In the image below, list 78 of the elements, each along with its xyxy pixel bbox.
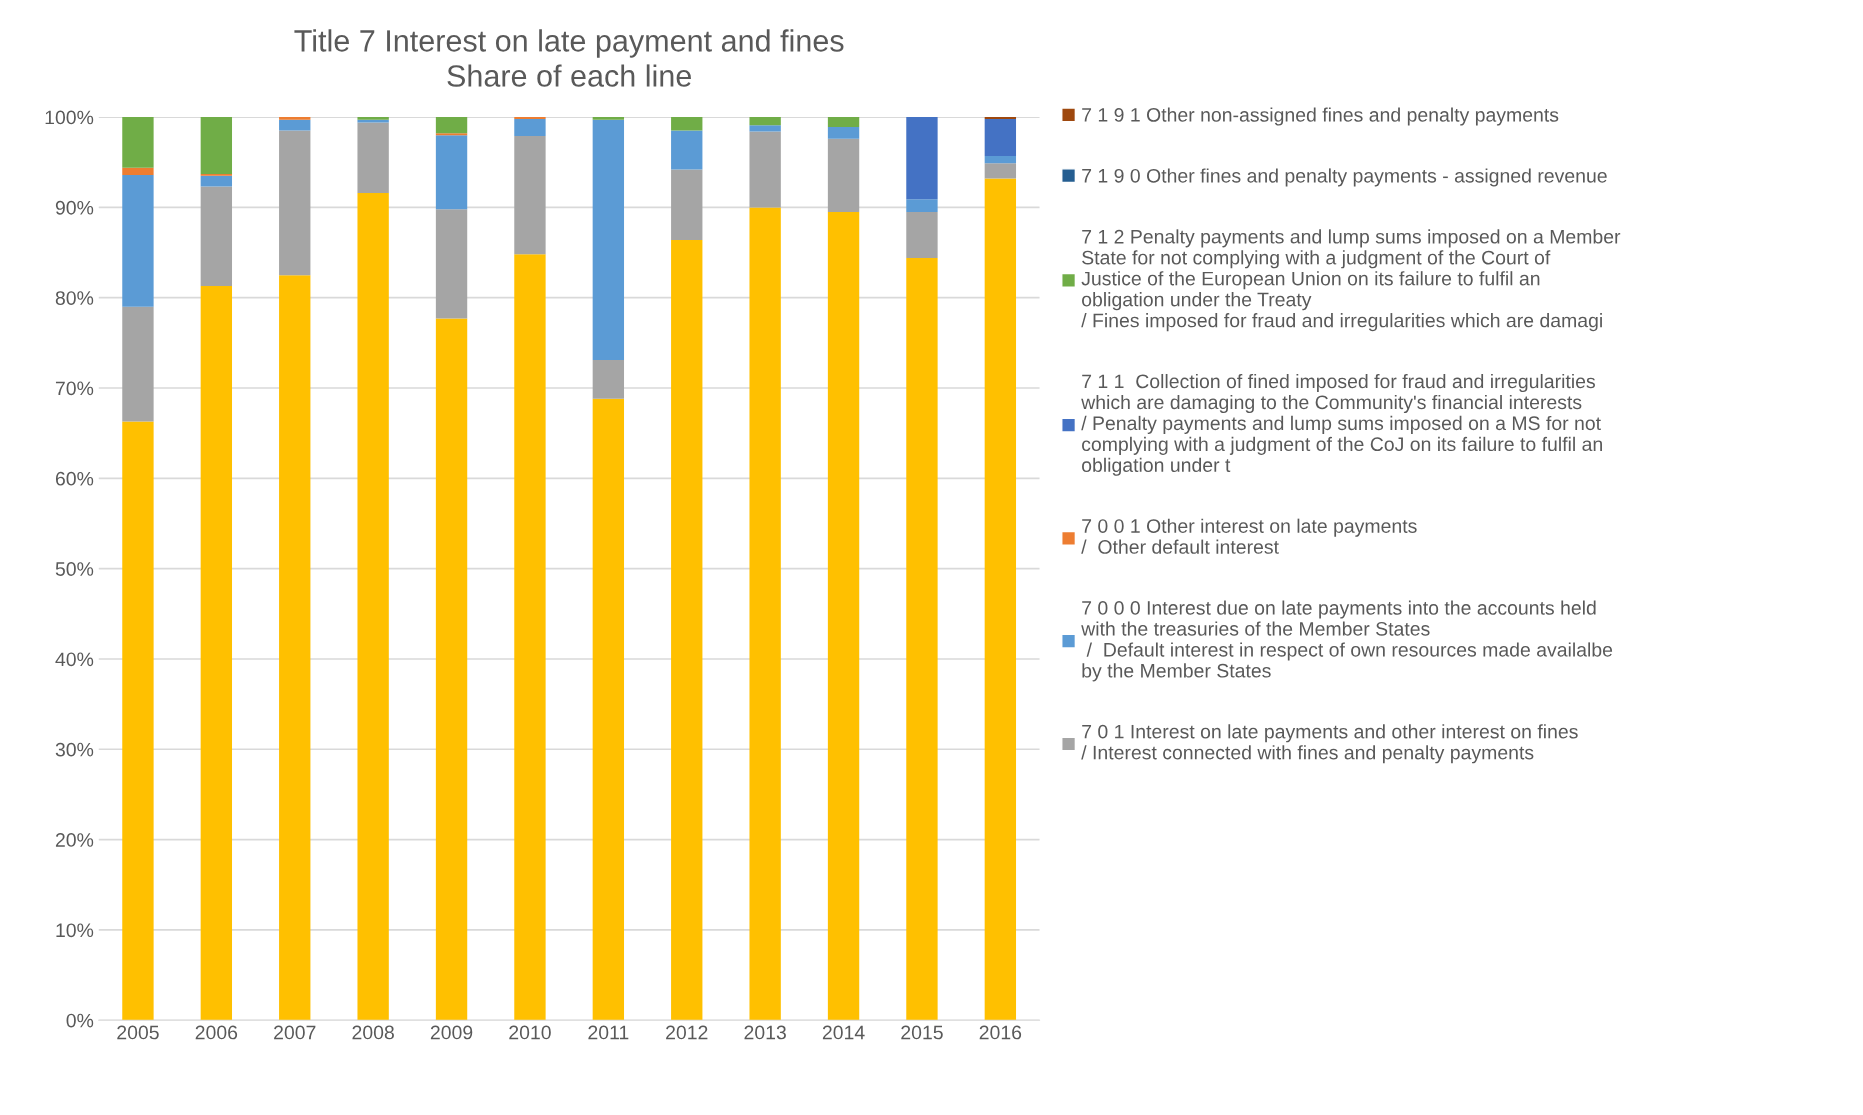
bar bbox=[671, 130, 703, 170]
bar bbox=[749, 125, 781, 132]
bar bbox=[122, 117, 154, 168]
y-tick-label: 70% bbox=[55, 381, 94, 396]
y-tick-label: 10% bbox=[56, 923, 94, 938]
y-tick-label: 100% bbox=[45, 110, 94, 125]
bar bbox=[122, 306, 154, 422]
bar bbox=[592, 119, 625, 361]
bar bbox=[435, 318, 468, 1021]
bar bbox=[827, 127, 860, 139]
bar bbox=[906, 117, 938, 200]
y-tick-label: 40% bbox=[55, 652, 94, 667]
x-tick-label: 2011 bbox=[588, 1025, 629, 1040]
legend-label: 7 0 1 Interest on late payments and other interest on fines / Interest connected with fines and penalty payments bbox=[1081, 724, 1578, 764]
bar bbox=[279, 275, 311, 1021]
bar bbox=[592, 398, 625, 1021]
bar bbox=[279, 130, 311, 276]
y-tick-label: 50% bbox=[55, 562, 94, 576]
bar bbox=[357, 122, 389, 193]
y-tick-label: 80% bbox=[55, 291, 94, 305]
legend-label: 7 1 9 1 Other non-assigned fines and penalty payments bbox=[1082, 107, 1559, 126]
bar bbox=[435, 117, 468, 134]
bar bbox=[122, 174, 154, 307]
x-tick-label: 2007 bbox=[274, 1025, 316, 1040]
chart-title: Title 7 Interest on late payment and fines bbox=[294, 29, 844, 58]
x-tick-label: 2005 bbox=[117, 1025, 159, 1040]
bar bbox=[200, 175, 233, 187]
x-tick-label: 2009 bbox=[430, 1025, 473, 1040]
legend-label: 7 0 0 1 Other interest on late payments / Other default interest bbox=[1081, 518, 1417, 554]
bar bbox=[984, 155, 1017, 164]
bar bbox=[592, 117, 625, 120]
y-tick-label: 0% bbox=[66, 1013, 94, 1028]
legend-label: 7 0 0 0 Interest due on late payments into the accounts held with the treasuries of the Member States / Default interest in respect of own resources made availalbe by the Member States bbox=[1081, 600, 1613, 682]
x-tick-label: 2013 bbox=[744, 1025, 786, 1040]
bar bbox=[200, 117, 233, 174]
x-tick-label: 2015 bbox=[901, 1025, 943, 1040]
bar bbox=[514, 136, 546, 255]
bar bbox=[671, 117, 703, 131]
bar bbox=[906, 211, 938, 258]
bar bbox=[200, 285, 233, 1021]
bar bbox=[514, 254, 546, 1021]
y-tick-label: 90% bbox=[55, 200, 94, 215]
bar bbox=[357, 192, 389, 1021]
bar bbox=[122, 421, 154, 1021]
legend-label: 7 1 9 0 Other fines and penalty payments - assigned revenue bbox=[1082, 168, 1607, 187]
bar bbox=[749, 131, 781, 208]
bar bbox=[122, 167, 154, 175]
bar bbox=[827, 211, 860, 1021]
bar bbox=[671, 239, 703, 1021]
x-tick-label: 2006 bbox=[195, 1025, 238, 1040]
x-tick-label: 2010 bbox=[509, 1025, 551, 1040]
bar bbox=[200, 186, 233, 286]
legend-label: 7 1 2 Penalty payments and lump sums imposed on a Member State for not complying with a judgment of the Court of Justice of the European Union on its failure to fulfil an obligation under the Treaty / Fines imposed for fraud and irregularities which are damagi bbox=[1081, 229, 1621, 332]
y-tick-label: 60% bbox=[55, 471, 94, 486]
bar bbox=[435, 209, 468, 319]
bar bbox=[514, 118, 546, 137]
bar bbox=[279, 117, 311, 120]
bar bbox=[749, 207, 781, 1021]
bar bbox=[984, 178, 1017, 1021]
y-tick-label: 20% bbox=[55, 833, 94, 847]
x-tick-label: 2014 bbox=[822, 1025, 865, 1040]
x-tick-label: 2016 bbox=[979, 1025, 1022, 1040]
bar bbox=[984, 118, 1017, 156]
bar bbox=[749, 117, 781, 126]
x-tick-label: 2008 bbox=[352, 1025, 394, 1040]
bar bbox=[984, 163, 1017, 179]
bar bbox=[435, 135, 468, 210]
bar bbox=[906, 257, 938, 1021]
bar bbox=[906, 199, 938, 212]
y-tick-label: 30% bbox=[55, 742, 94, 757]
bar bbox=[671, 169, 703, 240]
bar bbox=[279, 119, 311, 131]
legend-label: 7 1 1 Collection of fined imposed for fraud and irregularities which are damaging to the Community's financial interests / Penalty payments and lump sums imposed on a MS for not complying with a judgment of the CoJ on its failure to fulfil an obligation under t bbox=[1081, 373, 1602, 476]
bar bbox=[827, 138, 860, 212]
bar bbox=[592, 360, 625, 399]
x-tick-label: 2012 bbox=[666, 1025, 708, 1040]
chart-subtitle: Share of each line bbox=[447, 64, 691, 87]
bar bbox=[827, 117, 860, 128]
